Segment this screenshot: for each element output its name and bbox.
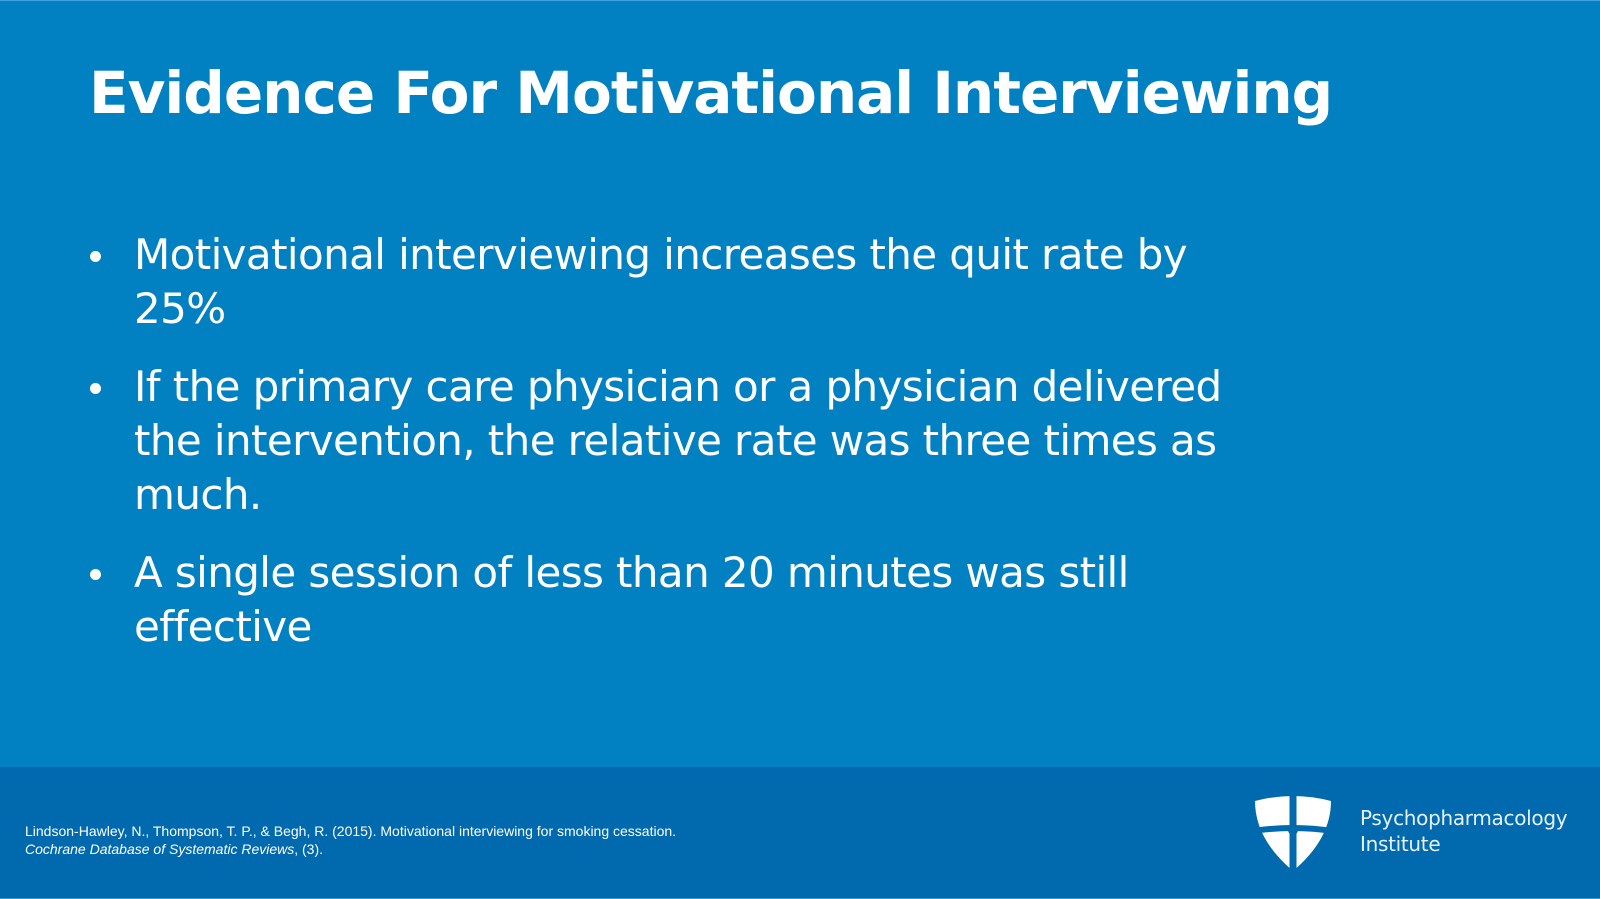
bullet-item: A single session of less than 20 minutes…: [90, 546, 1240, 654]
bullet-dot-icon: [90, 569, 101, 580]
bullet-item: If the primary care physician or a physi…: [90, 360, 1240, 522]
slide-title: Evidence For Motivational Interviewing: [89, 59, 1333, 127]
citation-issue: , (3).: [294, 841, 324, 857]
bullet-dot-icon: [90, 251, 101, 262]
logo-line-1: Psychopharmacology: [1360, 806, 1568, 830]
citation: Lindson-Hawley, N., Thompson, T. P., & B…: [25, 822, 676, 858]
bullet-text: If the primary care physician or a physi…: [134, 362, 1222, 519]
citation-journal: Cochrane Database of Systematic Reviews: [25, 841, 295, 857]
citation-source: Cochrane Database of Systematic Reviews,…: [25, 840, 676, 858]
bullet-item: Motivational interviewing increases the …: [90, 228, 1240, 336]
footer-bar: Lindson-Hawley, N., Thompson, T. P., & B…: [0, 767, 1600, 899]
bullet-dot-icon: [90, 383, 101, 394]
logo-text: Psychopharmacology Institute: [1360, 805, 1568, 857]
bullet-text: A single session of less than 20 minutes…: [134, 548, 1129, 651]
bullet-list: Motivational interviewing increases the …: [90, 228, 1240, 678]
shield-icon: [1253, 795, 1333, 873]
citation-authors: Lindson-Hawley, N., Thompson, T. P., & B…: [25, 823, 677, 839]
bullet-text: Motivational interviewing increases the …: [134, 230, 1188, 333]
institute-logo: Psychopharmacology Institute: [1253, 795, 1568, 875]
logo-line-2: Institute: [1360, 832, 1441, 856]
